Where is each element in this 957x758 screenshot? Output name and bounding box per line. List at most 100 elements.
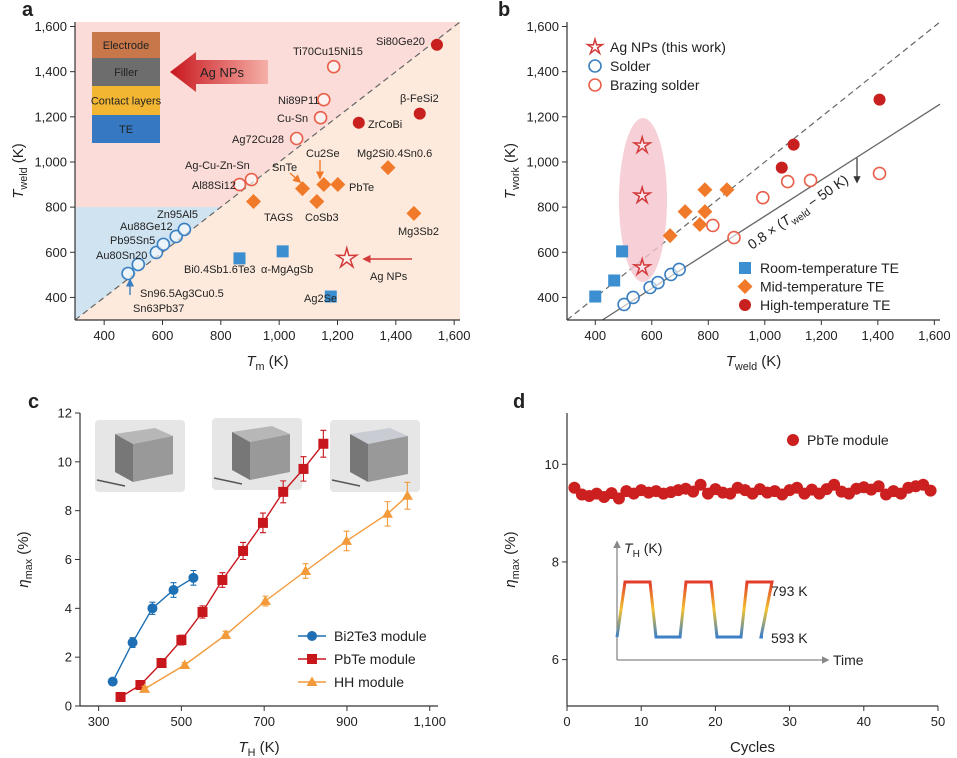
annotation: Al88Si12: [192, 180, 236, 192]
legend-marker: [588, 59, 602, 73]
marker: [179, 659, 191, 669]
x-tick-label: 1,200: [805, 328, 838, 343]
annotation: Sn96.5Ag3Cu0.5: [140, 288, 224, 300]
marker: [872, 480, 885, 493]
y-tick-label: 1,600: [34, 19, 67, 34]
marker: [697, 204, 713, 220]
x-tick-label: 30: [782, 714, 796, 729]
series-line: [144, 495, 408, 690]
label-part: weld: [18, 167, 30, 190]
marker: [616, 245, 629, 258]
legend-label: Solder: [610, 58, 651, 74]
marker: [107, 676, 118, 687]
marker: [220, 629, 232, 639]
x-tick-label: 50: [931, 714, 945, 729]
marker: [238, 545, 249, 556]
x-tick-label: 1,600: [918, 328, 951, 343]
marker: [156, 658, 167, 669]
module-top: [350, 428, 408, 444]
marker: [626, 290, 640, 305]
marker: [756, 190, 770, 205]
marker: [334, 245, 360, 270]
legend-marker: [584, 36, 606, 56]
x-tick-label: 1,600: [438, 328, 471, 343]
x-tick-label: 900: [336, 714, 358, 729]
marker: [803, 173, 818, 188]
legend-marker: [787, 434, 799, 446]
inset-low: 593 K: [771, 630, 808, 646]
marker: [706, 218, 720, 233]
marker: [156, 237, 171, 252]
legend-label: Ag NPs (this work): [610, 39, 726, 55]
marker: [313, 110, 328, 125]
inset-time: Time: [833, 652, 864, 668]
annotation: Mg2Si0.4Sn0.6: [357, 148, 432, 160]
y-axis-label: Tweld (K): [10, 143, 30, 199]
annotation: PbTe: [349, 182, 374, 194]
marker: [631, 134, 653, 155]
y-tick-label: 6: [65, 552, 72, 567]
marker: [232, 177, 247, 192]
annotation: Si80Ge20: [376, 36, 425, 48]
marker: [121, 266, 135, 281]
panel-label: c: [28, 391, 39, 413]
x-tick-label: 0: [563, 714, 570, 729]
temperature-profile: [615, 580, 774, 639]
x-tick-label: 600: [641, 328, 663, 343]
y-tick-label: 6: [552, 652, 559, 667]
label-part: T: [238, 739, 249, 756]
y-axis-label: Twork (K): [502, 143, 522, 199]
marker: [276, 245, 289, 258]
x-tick-label: 1,100: [413, 714, 446, 729]
label-part: (%): [15, 531, 32, 559]
label-part: (K): [255, 739, 279, 756]
y-tick-label: 1,000: [526, 154, 559, 169]
x-tick-label: 10: [634, 714, 648, 729]
panel-label: d: [513, 391, 525, 413]
label-part: (K): [10, 143, 27, 167]
legend-label: Brazing solder: [610, 77, 700, 93]
marker: [257, 517, 268, 528]
fit-label: 0.8 × (Tweld − 50 K): [745, 171, 854, 256]
marker: [309, 194, 325, 209]
x-tick-label: 1,000: [263, 328, 296, 343]
annotation: Au80Sn20: [96, 250, 147, 262]
label-part: weld: [734, 361, 757, 373]
x-tick-label: 400: [93, 328, 115, 343]
marker: [316, 92, 331, 107]
marker: [872, 166, 887, 181]
legend-marker: [737, 279, 753, 294]
marker: [341, 535, 352, 545]
marker: [176, 635, 187, 646]
annotation: Ag NPs: [370, 271, 408, 283]
marker: [168, 585, 179, 596]
annotation: ZrCoBi: [368, 119, 402, 131]
marker: [233, 252, 246, 265]
annotation: Bi0.4Sb1.6Te3: [184, 264, 256, 276]
y-tick-label: 400: [45, 290, 67, 305]
x-axis-label: Tweld (K): [726, 353, 782, 373]
wire: [331, 479, 361, 487]
label-part: T: [624, 540, 634, 556]
marker: [727, 230, 741, 245]
label-part: T: [502, 188, 519, 199]
marker: [692, 217, 708, 232]
label-part: m: [256, 361, 265, 373]
marker: [147, 603, 158, 614]
annotation: Sn63Pb37: [133, 303, 184, 315]
y-tick-label: 1,400: [526, 64, 559, 79]
annotation: Au88Ge12: [120, 221, 173, 233]
x-axis-label: TH (K): [238, 739, 279, 758]
marker: [197, 606, 208, 617]
wire: [96, 479, 126, 487]
panel-label: b: [498, 0, 510, 21]
y-tick-label: 4: [65, 601, 72, 616]
marker: [775, 161, 788, 174]
marker: [115, 691, 126, 702]
label-part: (K): [757, 353, 781, 370]
annotation: Pb95Sn5: [110, 235, 155, 247]
inset-axis-label: TH (K): [624, 540, 662, 560]
x-tick-label: 700: [253, 714, 275, 729]
module-front: [115, 434, 133, 482]
